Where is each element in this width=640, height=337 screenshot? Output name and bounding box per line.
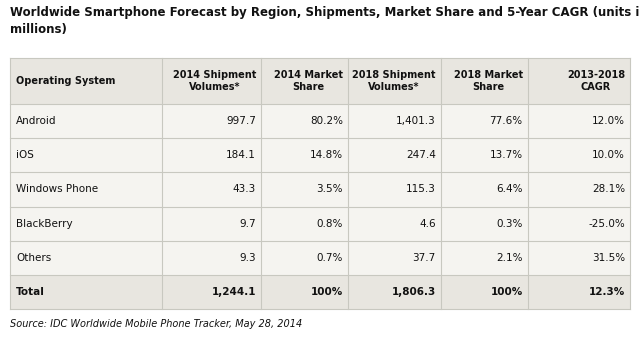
Text: 77.6%: 77.6%	[490, 116, 523, 126]
Text: 37.7: 37.7	[413, 253, 436, 263]
Text: 100%: 100%	[310, 287, 343, 297]
Text: -25.0%: -25.0%	[588, 219, 625, 228]
Text: Others: Others	[16, 253, 51, 263]
Text: 1,806.3: 1,806.3	[392, 287, 436, 297]
Text: iOS: iOS	[16, 150, 34, 160]
Text: 2018 Market
Share: 2018 Market Share	[454, 70, 523, 92]
Text: 12.0%: 12.0%	[592, 116, 625, 126]
Text: 247.4: 247.4	[406, 150, 436, 160]
Bar	[10, 138, 630, 172]
Bar	[10, 241, 630, 275]
Text: 80.2%: 80.2%	[310, 116, 343, 126]
Text: 2013-2018
CAGR: 2013-2018 CAGR	[567, 70, 625, 92]
Text: 997.7: 997.7	[226, 116, 256, 126]
Text: 184.1: 184.1	[226, 150, 256, 160]
Text: 9.3: 9.3	[239, 253, 256, 263]
Text: 2018 Shipment
Volumes*: 2018 Shipment Volumes*	[353, 70, 436, 92]
Bar	[10, 104, 630, 138]
Bar	[10, 58, 630, 104]
Text: 0.7%: 0.7%	[317, 253, 343, 263]
Text: 2.1%: 2.1%	[496, 253, 523, 263]
Text: 6.4%: 6.4%	[496, 184, 523, 194]
Text: Operating System: Operating System	[16, 76, 115, 86]
Text: 12.3%: 12.3%	[589, 287, 625, 297]
Text: Android: Android	[16, 116, 56, 126]
Text: 2014 Shipment
Volumes*: 2014 Shipment Volumes*	[173, 70, 256, 92]
Text: Worldwide Smartphone Forecast by Region, Shipments, Market Share and 5-Year CAGR: Worldwide Smartphone Forecast by Region,…	[10, 6, 640, 35]
Text: 10.0%: 10.0%	[592, 150, 625, 160]
Text: 13.7%: 13.7%	[490, 150, 523, 160]
Text: 31.5%: 31.5%	[592, 253, 625, 263]
Text: 9.7: 9.7	[239, 219, 256, 228]
Bar	[10, 172, 630, 207]
Text: 3.5%: 3.5%	[316, 184, 343, 194]
Text: BlackBerry: BlackBerry	[16, 219, 72, 228]
Text: 1,244.1: 1,244.1	[212, 287, 256, 297]
Text: Windows Phone: Windows Phone	[16, 184, 98, 194]
Text: 28.1%: 28.1%	[592, 184, 625, 194]
Text: 1,401.3: 1,401.3	[396, 116, 436, 126]
Text: 2014 Market
Share: 2014 Market Share	[274, 70, 343, 92]
Text: 115.3: 115.3	[406, 184, 436, 194]
Text: Total: Total	[16, 287, 45, 297]
Text: 0.8%: 0.8%	[317, 219, 343, 228]
Bar	[10, 207, 630, 241]
Text: 0.3%: 0.3%	[497, 219, 523, 228]
Text: 4.6: 4.6	[419, 219, 436, 228]
Text: 100%: 100%	[490, 287, 523, 297]
Text: 43.3: 43.3	[233, 184, 256, 194]
Bar	[10, 275, 630, 309]
Text: Source: IDC Worldwide Mobile Phone Tracker, May 28, 2014: Source: IDC Worldwide Mobile Phone Track…	[10, 319, 302, 329]
Text: 14.8%: 14.8%	[310, 150, 343, 160]
